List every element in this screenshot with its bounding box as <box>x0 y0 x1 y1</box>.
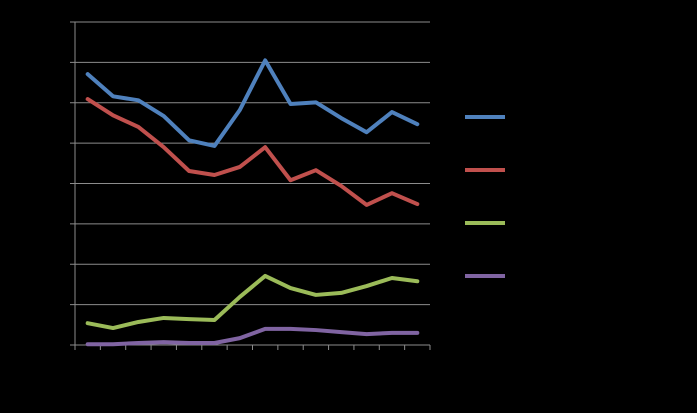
series-line <box>85 326 420 347</box>
series-line <box>85 58 420 148</box>
series-line <box>85 97 420 207</box>
series-line <box>85 273 420 331</box>
